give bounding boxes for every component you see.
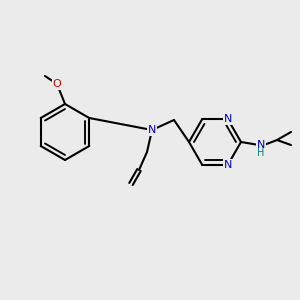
Text: N: N	[257, 140, 265, 150]
Text: N: N	[224, 160, 232, 170]
Text: N: N	[224, 115, 232, 124]
Text: H: H	[257, 148, 265, 158]
Text: O: O	[52, 79, 62, 89]
Text: N: N	[148, 125, 156, 135]
